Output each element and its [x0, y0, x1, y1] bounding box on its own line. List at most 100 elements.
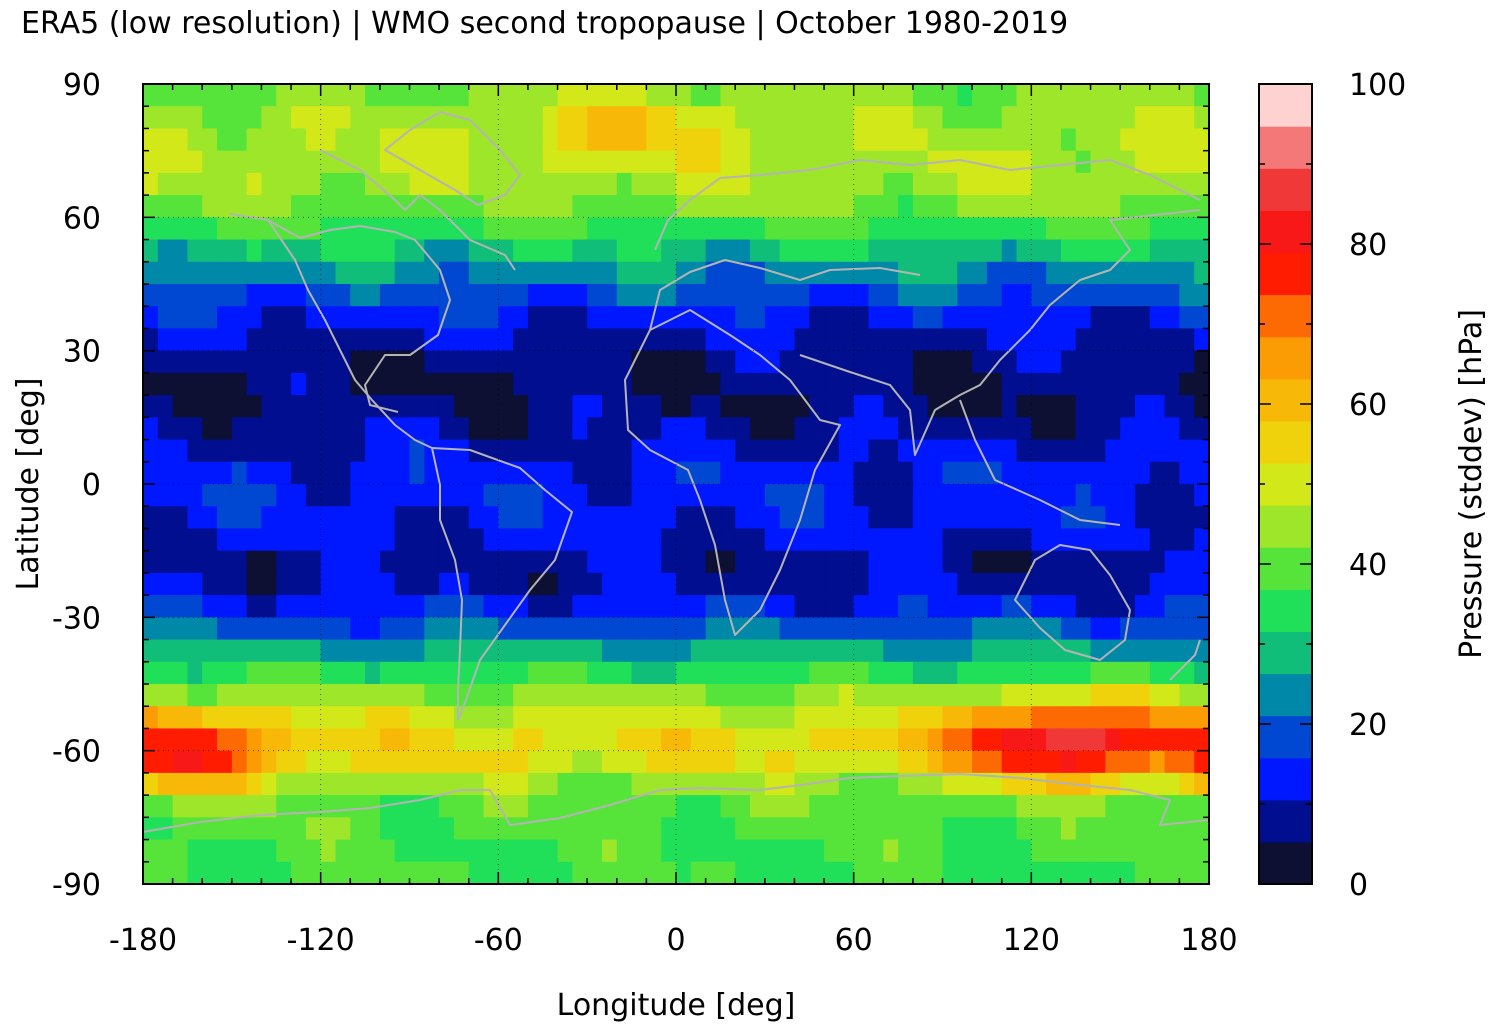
heatmap-cell: [764, 106, 781, 130]
heatmap-cell: [927, 439, 944, 463]
heatmap-cell: [276, 284, 292, 307]
heatmap-cell: [424, 484, 440, 507]
heatmap-cell: [764, 617, 781, 641]
heatmap-cell: [217, 595, 233, 618]
heatmap-cell: [394, 106, 411, 130]
heatmap-cell: [468, 839, 485, 863]
heatmap-cell: [424, 417, 440, 441]
heatmap-cell: [424, 728, 440, 752]
heatmap-cell: [498, 506, 514, 530]
heatmap-cell: [735, 795, 751, 818]
heatmap-cell: [824, 684, 840, 707]
heatmap-cell: [572, 528, 588, 552]
heatmap-cell: [690, 572, 707, 596]
heatmap-cell: [868, 528, 884, 552]
heatmap-cell: [276, 772, 292, 796]
heatmap-cell: [409, 617, 425, 641]
heatmap-cell: [794, 528, 810, 552]
heatmap-cell: [1120, 439, 1136, 463]
heatmap-cell: [927, 328, 944, 352]
heatmap-cell: [957, 172, 973, 196]
heatmap-cell: [1179, 461, 1195, 485]
heatmap-cell: [986, 728, 1003, 752]
heatmap-cell: [409, 528, 425, 552]
heatmap-cell: [305, 128, 322, 152]
heatmap-cell: [1090, 661, 1106, 685]
heatmap-cell: [231, 372, 248, 396]
heatmap-cell: [616, 572, 633, 596]
heatmap-cell: [572, 506, 588, 530]
heatmap-cell: [439, 550, 455, 574]
heatmap-cell: [261, 684, 277, 707]
heatmap-cell: [927, 506, 944, 530]
heatmap-cell: [1075, 239, 1092, 263]
heatmap-cell: [1046, 861, 1062, 884]
heatmap-cell: [1001, 661, 1018, 685]
heatmap-cell: [439, 706, 455, 730]
heatmap-cell: [527, 261, 544, 285]
heatmap-cell: [661, 595, 677, 618]
heatmap-cell: [616, 484, 633, 507]
heatmap-cell: [305, 506, 322, 530]
heatmap-cell: [1016, 528, 1032, 552]
heatmap-cell: [824, 595, 840, 618]
heatmap-cell: [676, 372, 692, 396]
heatmap-cell: [157, 661, 174, 685]
heatmap-cell: [143, 417, 159, 441]
heatmap-cell: [439, 617, 455, 641]
heatmap-cell: [1179, 84, 1195, 107]
heatmap-cell: [394, 861, 411, 884]
heatmap-cell: [1090, 439, 1106, 463]
heatmap-cell: [276, 84, 292, 107]
heatmap-cell: [157, 217, 174, 241]
heatmap-cell: [305, 617, 322, 641]
heatmap-cell: [824, 195, 840, 218]
heatmap-cell: [157, 617, 174, 641]
heatmap-cell: [986, 350, 1003, 374]
heatmap-cell: [439, 195, 455, 218]
heatmap-cell: [720, 84, 736, 107]
heatmap-cell: [690, 417, 707, 441]
heatmap-cell: [838, 728, 855, 752]
heatmap-cell: [557, 461, 573, 485]
heatmap-cell: [809, 661, 825, 685]
heatmap-cell: [942, 506, 958, 530]
heatmap-cell: [468, 217, 485, 241]
heatmap-cell: [409, 461, 425, 485]
heatmap-cell: [838, 795, 855, 818]
heatmap-cell: [1075, 861, 1092, 884]
heatmap-cell: [1031, 572, 1047, 596]
heatmap-cell: [735, 350, 751, 374]
heatmap-cell: [986, 595, 1003, 618]
heatmap-cell: [483, 417, 499, 441]
heatmap-cell: [527, 439, 544, 463]
heatmap-cell: [453, 439, 470, 463]
heatmap-cell: [883, 484, 899, 507]
heatmap-cell: [661, 350, 677, 374]
heatmap-cell: [1075, 106, 1092, 130]
heatmap-cell: [379, 217, 396, 241]
heatmap-cell: [1031, 328, 1047, 352]
heatmap-cell: [676, 661, 692, 685]
heatmap-cell: [468, 261, 485, 285]
heatmap-cell: [1105, 395, 1121, 418]
heatmap-cell: [705, 772, 722, 796]
heatmap-cell: [661, 484, 677, 507]
heatmap-cell: [261, 861, 277, 884]
heatmap-cell: [1001, 617, 1018, 641]
heatmap-cell: [616, 839, 633, 863]
heatmap-cell: [527, 372, 544, 396]
heatmap-cell: [513, 484, 529, 507]
heatmap-cell: [986, 750, 1003, 774]
heatmap-cell: [957, 350, 973, 374]
heatmap-cell: [187, 239, 203, 263]
heatmap-cell: [202, 439, 218, 463]
heatmap-cell: [527, 306, 544, 330]
heatmap-cell: [424, 750, 440, 774]
heatmap-cell: [350, 728, 366, 752]
heatmap-cell: [335, 261, 351, 285]
heatmap-cell: [246, 306, 263, 330]
heatmap-cell: [468, 795, 485, 818]
heatmap-cell: [1090, 817, 1106, 841]
heatmap-cell: [720, 506, 736, 530]
